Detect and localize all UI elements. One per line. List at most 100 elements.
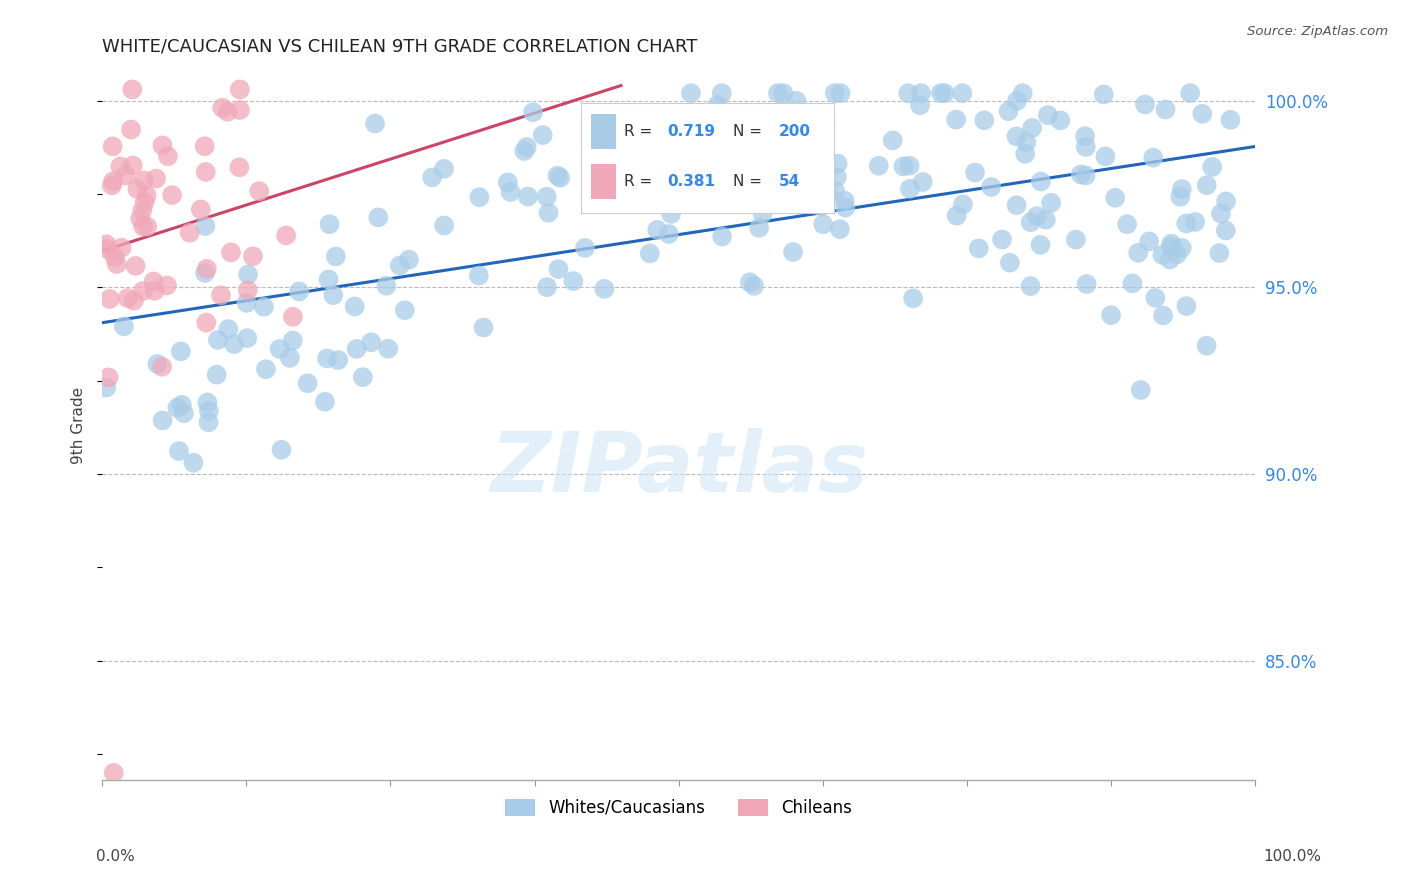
Point (1029, 174, 1052, 188)
Point (318, 217, 340, 231)
Text: ZIPatlas: ZIPatlas (489, 427, 868, 508)
Point (1094, 149, 1116, 163)
Point (131, 203, 153, 218)
Point (254, 362, 277, 376)
Point (278, 351, 301, 365)
Point (751, 207, 773, 221)
Point (236, 283, 259, 297)
Point (132, 173, 155, 187)
Point (824, 184, 846, 198)
Point (761, 194, 783, 208)
Point (195, 316, 218, 330)
Point (945, 209, 967, 223)
Point (901, 291, 924, 305)
Point (516, 140, 538, 154)
Point (114, 169, 136, 183)
Point (1195, 178, 1218, 193)
Point (1137, 235, 1160, 249)
Point (599, 183, 621, 197)
Point (1021, 120, 1043, 135)
Point (574, 241, 596, 255)
Point (1005, 94, 1028, 108)
Point (110, 160, 132, 174)
Point (205, 368, 228, 382)
Point (433, 161, 456, 176)
Point (197, 415, 219, 429)
Point (1005, 198, 1028, 212)
Point (897, 86, 920, 100)
Point (173, 406, 195, 420)
Point (160, 188, 183, 202)
Point (1160, 236, 1182, 251)
Point (1171, 182, 1194, 196)
Point (316, 351, 339, 366)
Point (980, 180, 1002, 194)
Point (678, 189, 700, 203)
Point (281, 334, 304, 348)
Point (1128, 245, 1150, 260)
Point (766, 86, 789, 100)
Point (132, 284, 155, 298)
Point (834, 194, 856, 208)
Point (786, 94, 808, 108)
Point (170, 344, 193, 359)
Point (195, 395, 218, 409)
Point (882, 133, 904, 147)
Point (217, 322, 239, 336)
Point (1116, 217, 1139, 231)
Point (967, 241, 990, 255)
Point (548, 170, 571, 185)
Point (229, 82, 252, 96)
Point (96, 237, 118, 252)
Point (179, 226, 201, 240)
Text: Source: ZipAtlas.com: Source: ZipAtlas.com (1247, 25, 1388, 38)
Point (830, 86, 852, 100)
Point (710, 86, 733, 100)
Text: 100.0%: 100.0% (1264, 849, 1322, 863)
Point (810, 199, 832, 213)
Point (1219, 112, 1241, 127)
Point (711, 229, 734, 244)
Point (1099, 308, 1122, 322)
Point (1215, 194, 1237, 209)
Point (124, 259, 146, 273)
Point (1209, 206, 1232, 220)
Point (1178, 86, 1201, 100)
Point (242, 249, 264, 263)
Point (152, 413, 174, 427)
Point (377, 342, 399, 356)
Point (714, 135, 737, 149)
Point (209, 288, 232, 302)
Point (1029, 238, 1052, 252)
Point (1064, 233, 1087, 247)
Point (1035, 212, 1057, 227)
Point (908, 98, 931, 112)
Text: WHITE/CAUCASIAN VS CHILEAN 9TH GRADE CORRELATION CHART: WHITE/CAUCASIAN VS CHILEAN 9TH GRADE COR… (103, 37, 697, 55)
Point (1121, 277, 1143, 291)
Point (156, 278, 179, 293)
Point (224, 337, 246, 351)
Point (112, 319, 135, 334)
Point (1092, 87, 1115, 102)
Point (537, 206, 560, 220)
Point (1019, 279, 1042, 293)
Point (697, 145, 720, 160)
Point (146, 357, 169, 371)
Point (328, 353, 350, 368)
Point (364, 117, 387, 131)
Point (207, 333, 229, 347)
Point (96, 242, 118, 256)
Point (827, 156, 849, 170)
Point (253, 300, 276, 314)
Point (1166, 247, 1188, 261)
Point (346, 342, 368, 356)
Point (236, 268, 259, 282)
Point (748, 220, 770, 235)
Point (742, 190, 765, 204)
Point (952, 197, 974, 211)
Point (782, 245, 804, 260)
Point (269, 342, 291, 356)
Legend: Whites/Caucasians, Chileans: Whites/Caucasians, Chileans (496, 790, 860, 825)
Point (143, 284, 166, 298)
Point (247, 184, 270, 198)
